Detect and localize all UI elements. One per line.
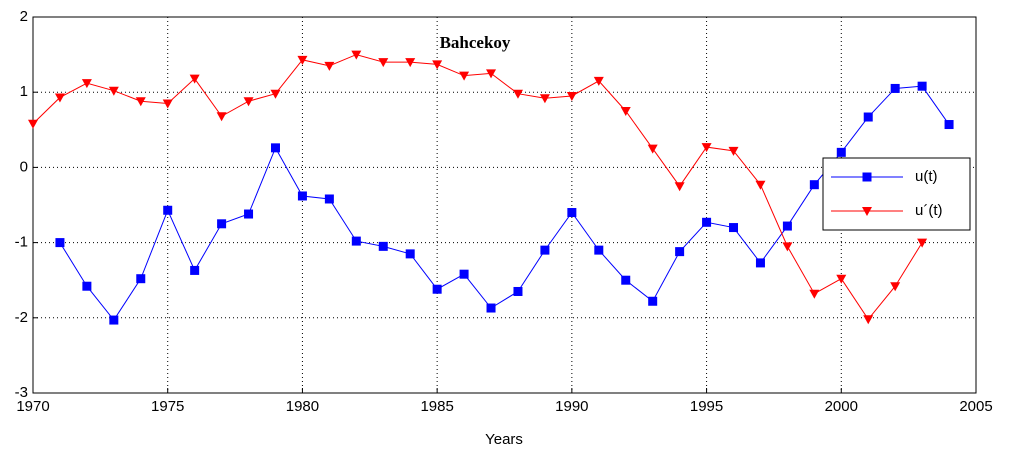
data-point [755, 258, 765, 268]
data-point [162, 99, 173, 109]
y-tick-label: 2 [20, 8, 28, 25]
data-point [270, 89, 281, 99]
data-point [324, 61, 335, 71]
data-point [405, 249, 415, 259]
data-point [539, 94, 550, 104]
data-point [944, 120, 954, 130]
data-point [243, 97, 254, 107]
data-point [217, 219, 227, 229]
data-point [593, 76, 604, 86]
data-point [297, 191, 307, 201]
data-point [675, 247, 685, 257]
data-point [351, 236, 361, 246]
data-point [890, 83, 900, 93]
data-point [432, 60, 443, 70]
data-point [486, 303, 496, 313]
data-point [890, 282, 901, 292]
data-point [432, 284, 442, 294]
data-point [28, 119, 38, 129]
data-point [54, 93, 65, 103]
data-point [459, 71, 470, 81]
data-point [701, 143, 712, 153]
data-point [648, 296, 658, 306]
data-point [728, 146, 739, 156]
legend-marker [862, 172, 872, 182]
series-line [32, 54, 923, 321]
data-point [702, 217, 712, 227]
x-tick-label: 1995 [690, 398, 723, 415]
data-point [621, 275, 631, 285]
y-tick-label: 0 [20, 158, 28, 175]
data-point [351, 50, 362, 60]
legend-label: u´(t) [915, 202, 943, 219]
data-point [917, 81, 927, 91]
y-tick-label: -1 [15, 234, 28, 251]
x-axis-label: Years [485, 431, 523, 448]
data-point [55, 238, 65, 248]
data-point [512, 89, 523, 99]
data-point [135, 97, 146, 107]
data-point [566, 91, 577, 101]
data-point [863, 112, 873, 122]
data-point [270, 143, 280, 153]
data-point [620, 107, 631, 116]
data-point [109, 315, 119, 325]
data-point [297, 55, 308, 65]
data-point [82, 281, 92, 291]
data-point [647, 144, 658, 154]
data-point [405, 58, 416, 68]
data-point [540, 245, 550, 255]
data-point [782, 242, 793, 252]
x-tick-label: 1990 [555, 398, 588, 415]
x-tick-label: 1975 [151, 398, 184, 415]
data-point [594, 245, 604, 255]
series-line [59, 85, 950, 321]
legend-marker [862, 207, 872, 216]
y-tick-label: -2 [15, 309, 28, 326]
data-point [163, 205, 173, 215]
plot-frame [32, 16, 977, 394]
data-point [809, 180, 819, 190]
data-point [674, 182, 685, 192]
data-point [189, 74, 200, 84]
data-point [108, 86, 119, 96]
data-point [782, 221, 792, 231]
y-tick-label: -3 [15, 384, 28, 401]
data-point [917, 238, 928, 248]
data-point [378, 58, 389, 68]
data-point [136, 274, 146, 284]
legend-box [822, 157, 971, 231]
data-point [324, 194, 334, 204]
y-tick-label: 1 [20, 83, 28, 100]
legend-label: u(t) [915, 168, 938, 185]
data-point [244, 209, 254, 219]
data-point [755, 180, 766, 190]
x-tick-label: 1980 [286, 398, 319, 415]
data-point [486, 69, 497, 79]
data-point [836, 274, 847, 284]
data-point [81, 79, 92, 89]
data-point [809, 289, 820, 299]
data-point [190, 265, 200, 275]
data-point [729, 223, 739, 233]
data-point [216, 112, 227, 122]
x-tick-label: 2000 [825, 398, 858, 415]
data-point [836, 147, 846, 157]
data-point [378, 241, 388, 251]
data-point [863, 315, 874, 325]
x-tick-label: 1985 [420, 398, 453, 415]
chart-title: Bahcekoy [440, 33, 511, 52]
x-tick-label: 1970 [16, 398, 49, 415]
data-point [567, 208, 577, 218]
x-tick-label: 2005 [959, 398, 992, 415]
data-point [459, 269, 469, 279]
data-point [513, 286, 523, 296]
